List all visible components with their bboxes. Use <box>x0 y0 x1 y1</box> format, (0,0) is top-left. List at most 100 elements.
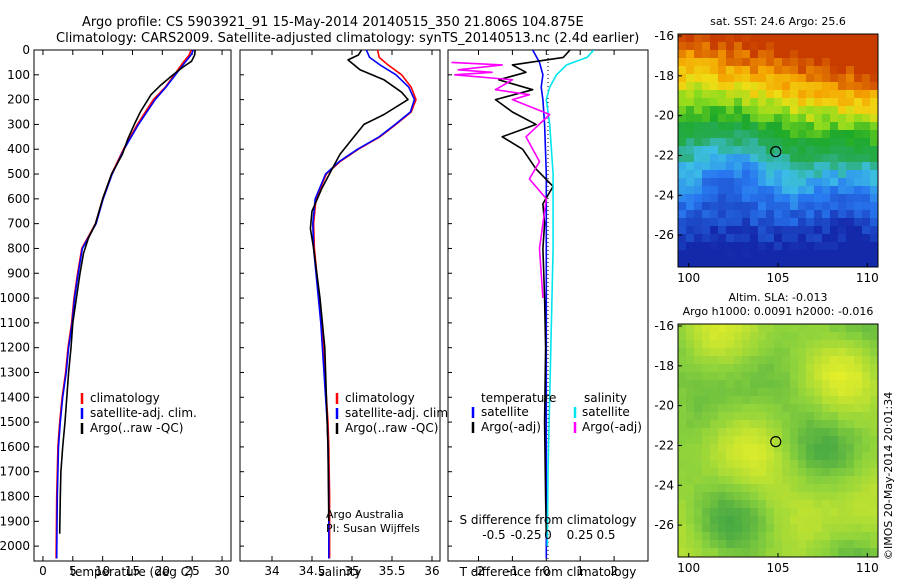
map-cell <box>870 380 878 389</box>
map-cell <box>710 508 719 517</box>
map-cell <box>734 82 743 91</box>
map-cell <box>742 186 751 195</box>
salinity-xtick-label: 34.5 <box>299 564 326 578</box>
map-cell <box>838 348 847 357</box>
map-cell <box>694 138 703 147</box>
map-cell <box>742 508 751 517</box>
map-cell <box>678 90 687 99</box>
map-cell <box>862 202 871 211</box>
map-cell <box>734 364 743 373</box>
map-cell <box>830 468 839 477</box>
map-cell <box>766 194 775 203</box>
map-cell <box>806 388 815 397</box>
map-cell <box>750 58 759 67</box>
depth-tick-label: 900 <box>7 266 30 280</box>
map-cell <box>726 42 735 51</box>
map-cell <box>766 540 775 549</box>
map-cell <box>862 114 871 123</box>
difference-series-salinity-argo-adj- <box>451 61 551 299</box>
map-cell <box>734 250 743 259</box>
map-cell <box>686 356 695 365</box>
map-cell <box>854 50 863 59</box>
map-cell <box>798 50 807 59</box>
map-cell <box>782 364 791 373</box>
map-cell <box>774 420 783 429</box>
map-cell <box>702 516 711 525</box>
map-cell <box>702 388 711 397</box>
map-cell <box>814 508 823 517</box>
map-cell <box>846 412 855 421</box>
map-cell <box>758 258 767 267</box>
map-cell <box>710 460 719 469</box>
map-cell <box>758 58 767 67</box>
map-cell <box>870 42 878 51</box>
map-cell <box>702 74 711 83</box>
map-cell <box>718 492 727 501</box>
map-cell <box>710 82 719 91</box>
map-cell <box>694 356 703 365</box>
map-cell <box>782 82 791 91</box>
map-cell <box>814 114 823 123</box>
map-cell <box>806 170 815 179</box>
map-cell <box>822 364 831 373</box>
map-cell <box>710 122 719 131</box>
map-cell <box>814 532 823 541</box>
map-cell <box>686 540 695 549</box>
map-cell <box>838 364 847 373</box>
map-cell <box>822 332 831 341</box>
map-cell <box>798 356 807 365</box>
map-cell <box>734 114 743 123</box>
map-cell <box>742 444 751 453</box>
map-cell <box>694 532 703 541</box>
map-cell <box>702 340 711 349</box>
map-cell <box>790 50 799 59</box>
map-cell <box>822 242 831 251</box>
map-cell <box>790 226 799 235</box>
map-cell <box>774 388 783 397</box>
map-cell <box>822 492 831 501</box>
map-cell <box>750 516 759 525</box>
s-difference-tick-label: 0.25 <box>567 528 594 542</box>
map-cell <box>702 154 711 163</box>
map-cell <box>694 492 703 501</box>
s-difference-label: S difference from climatology <box>460 513 637 527</box>
map-cell <box>734 548 743 557</box>
map-cell <box>726 524 735 533</box>
map-cell <box>726 340 735 349</box>
map-cell <box>846 348 855 357</box>
map-cell <box>694 332 703 341</box>
map-cell <box>862 146 871 155</box>
map-cell <box>846 74 855 83</box>
map-cell <box>718 452 727 461</box>
map-cell <box>758 162 767 171</box>
map-cell <box>806 380 815 389</box>
map-cell <box>766 412 775 421</box>
map-cell <box>710 138 719 147</box>
map-cell <box>726 82 735 91</box>
map-cell <box>782 380 791 389</box>
salinity-series <box>309 50 417 559</box>
map-cell <box>734 436 743 445</box>
map-cell <box>806 82 815 91</box>
map-cell <box>862 372 871 381</box>
map-cell <box>678 412 687 421</box>
map-cell <box>678 500 687 509</box>
map-cell <box>734 218 743 227</box>
map-cell <box>766 332 775 341</box>
map-cell <box>686 524 695 533</box>
map-cell <box>694 428 703 437</box>
temperature-xtick-label: 20 <box>155 564 170 578</box>
map-cell <box>830 540 839 549</box>
map-cell <box>782 58 791 67</box>
map-cell <box>774 138 783 147</box>
map-cell <box>806 106 815 115</box>
map-cell <box>694 508 703 517</box>
map-cell <box>766 532 775 541</box>
map-cell <box>830 138 839 147</box>
map-cell <box>806 178 815 187</box>
map-cell <box>830 178 839 187</box>
map-cell <box>694 170 703 179</box>
map-cell <box>798 186 807 195</box>
map-cell <box>678 258 687 267</box>
map-cell <box>678 114 687 123</box>
